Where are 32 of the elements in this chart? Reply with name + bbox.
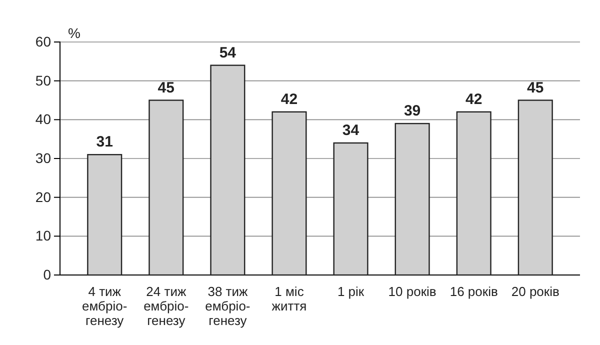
- y-tick-label: 40: [35, 111, 52, 128]
- x-tick-label: 10 років: [388, 284, 436, 300]
- x-tick-label: 1 рік: [337, 284, 364, 300]
- x-tick-label: 38 тиж ембріо- генезу: [205, 284, 250, 328]
- data-label: 34: [342, 122, 360, 139]
- data-label: 42: [280, 90, 298, 108]
- y-tick-label: 0: [43, 266, 52, 282]
- bar: [272, 111, 307, 276]
- bar: [210, 64, 246, 276]
- data-label: 31: [96, 134, 113, 151]
- data-label: 42: [466, 90, 482, 108]
- x-tick-label: 20 років: [511, 284, 560, 300]
- bar: [333, 142, 368, 276]
- y-tick-label: 10: [35, 228, 52, 244]
- x-tick-label: 4 тиж ембріо- генезу: [82, 284, 128, 328]
- bar: [456, 111, 492, 276]
- data-label: 45: [158, 79, 174, 96]
- x-tick-label: 16 років: [450, 284, 498, 300]
- data-label: 39: [404, 102, 421, 120]
- bar: [148, 100, 184, 276]
- x-tick-label: 1 міс життя: [272, 284, 307, 314]
- x-tick-label: 24 тиж ембріо- генезу: [144, 284, 189, 328]
- data-label: 54: [219, 44, 237, 62]
- y-tick-label: 60: [35, 33, 52, 50]
- y-axis-title: %: [68, 25, 80, 41]
- data-label: 45: [527, 79, 544, 96]
- y-tick-label: 20: [35, 188, 52, 205]
- y-tick-label: 50: [35, 72, 52, 88]
- bar: [87, 154, 122, 276]
- bar: [518, 100, 553, 276]
- bar: [394, 122, 430, 276]
- y-tick-label: 30: [35, 150, 52, 166]
